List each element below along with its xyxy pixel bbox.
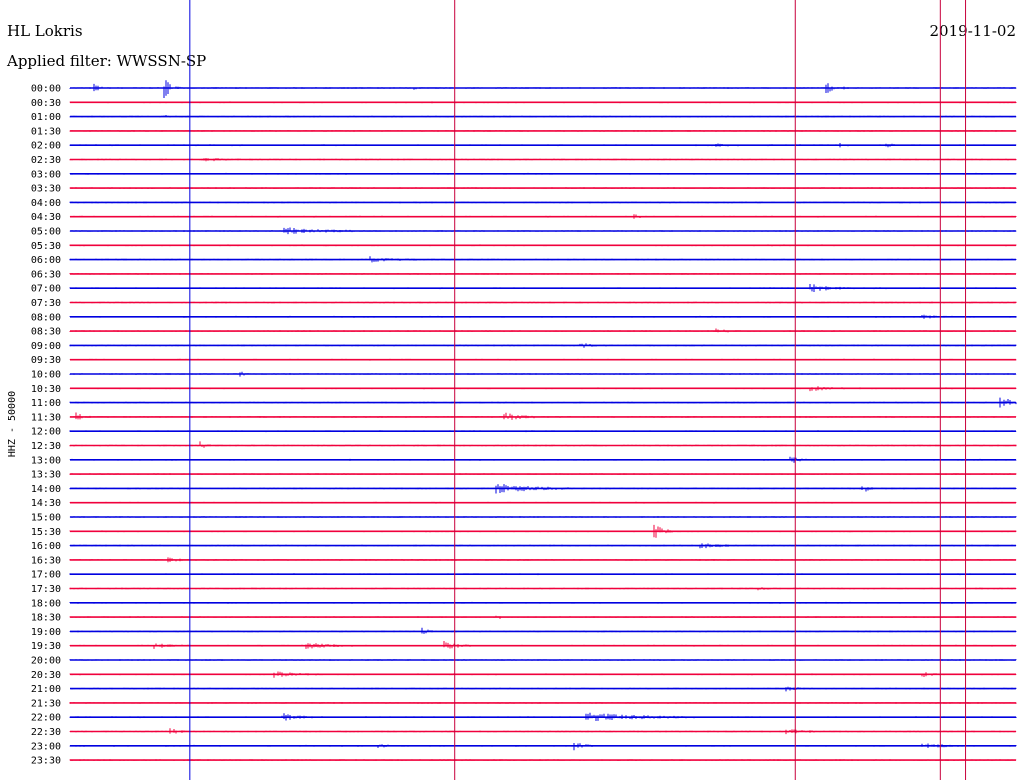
row-time-label: 11:30 — [31, 412, 61, 423]
row-time-label: 10:00 — [31, 370, 61, 381]
row-time-label: 12:00 — [31, 427, 61, 438]
row-time-label: 16:00 — [31, 541, 61, 552]
row-time-label: 01:30 — [31, 126, 61, 137]
marker-line-group — [189, 0, 967, 780]
row-time-label: 05:30 — [31, 241, 61, 252]
row-time-label: 07:30 — [31, 298, 61, 309]
trace-group — [69, 80, 1017, 761]
row-time-label: 13:00 — [31, 455, 61, 466]
row-time-label: 13:30 — [31, 470, 61, 481]
row-time-label: 03:30 — [31, 184, 61, 195]
row-time-label: 08:30 — [31, 327, 61, 338]
row-time-label: 23:30 — [31, 756, 61, 767]
row-time-label: 09:00 — [31, 341, 61, 352]
row-time-label: 11:00 — [31, 398, 61, 409]
filter-subtitle: Applied filter: WWSSN-SP — [6, 52, 206, 70]
row-time-label: 09:30 — [31, 355, 61, 366]
row-time-label: 19:30 — [31, 641, 61, 652]
row-time-label: 14:30 — [31, 498, 61, 509]
row-time-label: 07:00 — [31, 284, 61, 295]
row-time-label: 18:30 — [31, 613, 61, 624]
row-time-label: 15:00 — [31, 513, 61, 524]
row-time-label: 17:00 — [31, 570, 61, 581]
row-time-label: 14:00 — [31, 484, 61, 495]
time-label-group: 00:00 00:30 01:00 01:30 02:00 02:30 03:00 03:30… — [31, 84, 61, 767]
row-time-label: 23:00 — [31, 741, 61, 752]
plot-date: 2019-11-02 — [930, 22, 1016, 40]
row-time-label: 20:00 — [31, 656, 61, 667]
row-time-label: 22:00 — [31, 713, 61, 724]
row-time-label: 22:30 — [31, 727, 61, 738]
y-axis-label: HHZ - 50000 — [7, 391, 18, 457]
row-time-label: 03:00 — [31, 169, 61, 180]
row-time-label: 15:30 — [31, 527, 61, 538]
row-time-label: 05:00 — [31, 227, 61, 238]
row-time-label: 04:00 — [31, 198, 61, 209]
row-time-label: 06:00 — [31, 255, 61, 266]
row-time-label: 00:30 — [31, 98, 61, 109]
row-time-label: 12:30 — [31, 441, 61, 452]
row-time-label: 01:00 — [31, 112, 61, 123]
row-time-label: 16:30 — [31, 555, 61, 566]
row-time-label: 02:00 — [31, 141, 61, 152]
row-time-label: 08:00 — [31, 312, 61, 323]
station-title: HL Lokris — [7, 22, 83, 40]
row-time-label: 17:30 — [31, 584, 61, 595]
trace-row — [69, 80, 1017, 98]
row-time-label: 02:30 — [31, 155, 61, 166]
row-time-label: 10:30 — [31, 384, 61, 395]
row-time-label: 21:00 — [31, 684, 61, 695]
row-time-label: 21:30 — [31, 698, 61, 709]
row-time-label: 06:30 — [31, 269, 61, 280]
trace-row — [69, 441, 1017, 448]
row-time-label: 00:00 — [31, 84, 61, 95]
row-time-label: 20:30 — [31, 670, 61, 681]
row-time-label: 18:00 — [31, 598, 61, 609]
row-time-label: 19:00 — [31, 627, 61, 638]
row-time-label: 04:30 — [31, 212, 61, 223]
